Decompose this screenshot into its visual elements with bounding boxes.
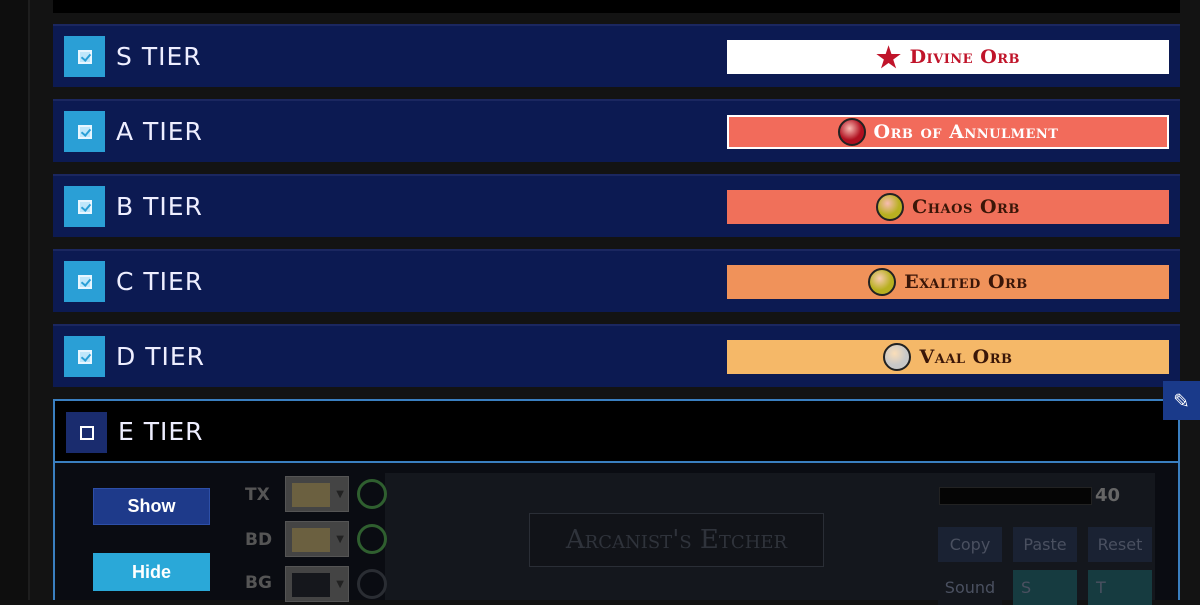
copy-button[interactable]: Copy — [938, 527, 1002, 562]
tier-checkbox[interactable] — [66, 412, 107, 453]
tier-checkbox[interactable] — [64, 261, 105, 302]
tier-label: C TIER — [116, 267, 204, 296]
tier-checkbox[interactable] — [64, 186, 105, 227]
item-name: Orb of Annulment — [873, 121, 1059, 143]
item-preview-badge: Chaos Orb — [727, 190, 1169, 224]
star-icon: ★ — [875, 40, 902, 74]
background-color-picker[interactable]: ▼ — [285, 566, 349, 602]
text-color-label: TX — [245, 485, 270, 505]
tier-label: A TIER — [116, 117, 203, 146]
tier-row-a[interactable]: A TIER Orb of Annulment — [53, 99, 1180, 162]
top-bar — [53, 0, 1180, 13]
tier-checkbox[interactable] — [64, 36, 105, 77]
hide-button[interactable]: Hide — [93, 553, 210, 591]
sound-label: Sound — [938, 570, 1002, 605]
item-name: Exalted Orb — [904, 271, 1028, 293]
background-color-label: BG — [245, 573, 272, 593]
paste-button[interactable]: Paste — [1013, 527, 1077, 562]
sound-t-button[interactable]: T — [1088, 570, 1152, 605]
tier-row-d[interactable]: D TIER Vaal Orb — [53, 324, 1180, 387]
item-preview-badge: Exalted Orb — [727, 265, 1169, 299]
item-name: Chaos Orb — [912, 196, 1020, 218]
tier-row-c[interactable]: C TIER Exalted Orb — [53, 249, 1180, 312]
edit-icon[interactable]: ✎ — [1163, 381, 1200, 420]
font-size-value: 40 — [1095, 485, 1121, 506]
tier-row-s[interactable]: S TIER ★ Divine Orb — [53, 24, 1180, 87]
red-orb-icon — [837, 118, 866, 146]
tier-label: B TIER — [116, 192, 203, 221]
text-color-picker[interactable]: ▼ — [285, 476, 349, 512]
tier-label: E TIER — [118, 417, 204, 446]
sound-s-button[interactable]: S — [1013, 570, 1077, 605]
tier-editor-panel: Show Hide TX BD BG ▼ ▼ ▼ Arcanist's Etch… — [53, 463, 1180, 605]
sound-t-label: T — [1096, 578, 1106, 597]
sound-s-label: S — [1021, 578, 1032, 597]
tier-label: S TIER — [116, 42, 202, 71]
item-preview-badge: Orb of Annulment — [727, 115, 1169, 149]
reset-button[interactable]: Reset — [1088, 527, 1152, 562]
item-name: Vaal Orb — [919, 346, 1013, 368]
item-name: Divine Orb — [909, 46, 1021, 68]
border-color-toggle[interactable] — [357, 524, 387, 554]
left-sidebar — [0, 0, 30, 600]
font-size-slider[interactable] — [939, 487, 1092, 505]
yellow-orb-icon — [868, 268, 897, 296]
item-preview: Arcanist's Etcher — [529, 513, 824, 567]
item-preview-badge: ★ Divine Orb — [727, 40, 1169, 74]
grey-orb-icon — [883, 343, 912, 371]
tier-label: D TIER — [116, 342, 206, 371]
tier-checkbox[interactable] — [64, 111, 105, 152]
border-color-label: BD — [245, 530, 273, 550]
show-button[interactable]: Show — [93, 488, 210, 525]
item-preview-badge: Vaal Orb — [727, 340, 1169, 374]
tier-row-e[interactable]: E TIER — [53, 399, 1180, 463]
tier-checkbox[interactable] — [64, 336, 105, 377]
yellow-orb-icon — [876, 193, 905, 221]
tier-row-b[interactable]: B TIER Chaos Orb — [53, 174, 1180, 237]
text-color-toggle[interactable] — [357, 479, 387, 509]
background-color-toggle[interactable] — [357, 569, 387, 599]
border-color-picker[interactable]: ▼ — [285, 521, 349, 557]
